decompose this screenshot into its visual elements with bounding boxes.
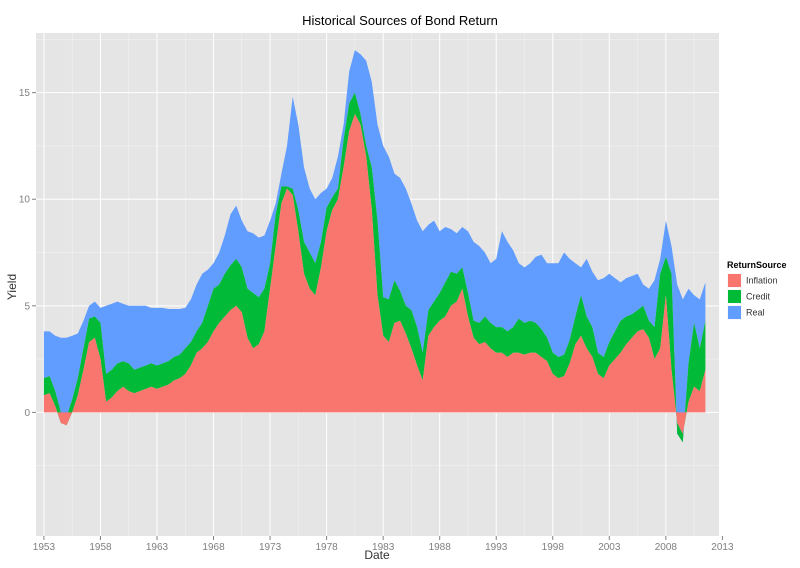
x-tick-label: 1993 bbox=[485, 542, 508, 553]
legend-key-real bbox=[728, 306, 741, 319]
x-tick-label: 1953 bbox=[33, 542, 56, 553]
y-axis-title: Yield bbox=[5, 274, 19, 300]
y-tick-label: 5 bbox=[24, 301, 30, 312]
x-tick-label: 2003 bbox=[598, 542, 621, 553]
stacked-areas bbox=[43, 50, 706, 443]
x-tick-label: 1978 bbox=[315, 542, 338, 553]
chart-title: Historical Sources of Bond Return bbox=[302, 13, 498, 28]
legend-label-real: Real bbox=[746, 308, 765, 318]
legend-key-inflation bbox=[728, 274, 741, 287]
x-tick-label: 1958 bbox=[89, 542, 112, 553]
legend-label-inflation: Inflation bbox=[746, 276, 778, 286]
y-tick-label: 15 bbox=[19, 88, 31, 99]
x-tick-label: 1973 bbox=[259, 542, 282, 553]
area-credit bbox=[43, 92, 706, 443]
legend: ReturnSource Inflation Credit Real bbox=[726, 260, 787, 321]
x-axis-ticks: 1953 1958 1963 1968 1973 1978 1983 1988 1993 1998… bbox=[33, 536, 734, 553]
x-tick-label: 1983 bbox=[372, 542, 395, 553]
y-tick-label: 10 bbox=[19, 195, 31, 206]
y-tick-label: 0 bbox=[24, 408, 30, 419]
legend-label-credit: Credit bbox=[746, 292, 771, 302]
x-tick-label: 2013 bbox=[711, 542, 734, 553]
area-real bbox=[43, 50, 706, 443]
area-inflation bbox=[43, 114, 706, 434]
x-tick-label: 1963 bbox=[146, 542, 169, 553]
x-axis-title: Date bbox=[364, 548, 390, 562]
x-tick-label: 1968 bbox=[202, 542, 225, 553]
x-tick-label: 1998 bbox=[542, 542, 565, 553]
legend-title: ReturnSource bbox=[727, 260, 787, 270]
x-tick-label: 2008 bbox=[655, 542, 678, 553]
y-axis-ticks: 0 5 10 15 bbox=[19, 88, 36, 419]
x-tick-label: 1988 bbox=[429, 542, 452, 553]
legend-key-credit bbox=[728, 290, 741, 303]
